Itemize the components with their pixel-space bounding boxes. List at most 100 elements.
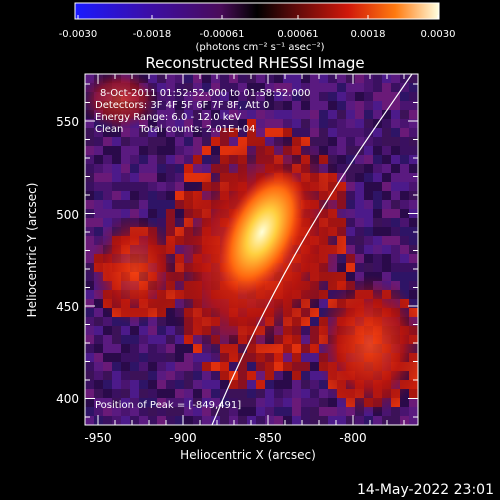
- image-pixel: [265, 371, 274, 380]
- image-pixel: [193, 362, 202, 371]
- peak-position-text: Position of Peak = [-849,491]: [95, 400, 241, 411]
- image-pixel: [184, 92, 193, 101]
- image-pixel: [139, 398, 148, 407]
- image-pixel: [139, 389, 148, 398]
- image-pixel: [121, 335, 130, 344]
- image-pixel: [319, 380, 328, 389]
- image-pixel: [85, 308, 94, 317]
- image-pixel: [409, 146, 418, 155]
- image-pixel: [409, 416, 418, 425]
- image-pixel: [391, 101, 400, 110]
- image-pixel: [130, 326, 139, 335]
- image-pixel: [85, 236, 94, 245]
- image-pixel: [166, 371, 175, 380]
- image-pixel: [184, 83, 193, 92]
- image-pixel: [364, 236, 373, 245]
- image-pixel: [301, 83, 310, 92]
- image-pixel: [175, 191, 184, 200]
- image-pixel: [400, 236, 409, 245]
- image-pixel: [94, 164, 103, 173]
- image-pixel: [355, 191, 364, 200]
- image-pixel: [247, 371, 256, 380]
- image-pixel: [184, 416, 193, 425]
- image-pixel: [310, 83, 319, 92]
- image-pixel: [238, 128, 247, 137]
- image-pixel: [256, 101, 265, 110]
- image-pixel: [202, 146, 211, 155]
- image-pixel: [283, 398, 292, 407]
- image-pixel: [373, 164, 382, 173]
- image-pixel: [355, 155, 364, 164]
- detectors-text: Detectors: 3F 4F 5F 6F 7F 8F, Att 0: [95, 100, 269, 111]
- image-pixel: [400, 137, 409, 146]
- image-pixel: [409, 128, 418, 137]
- image-pixel: [319, 83, 328, 92]
- image-pixel: [391, 245, 400, 254]
- image-pixel: [229, 362, 238, 371]
- image-pixel: [373, 128, 382, 137]
- image-pixel: [130, 200, 139, 209]
- image-pixel: [337, 119, 346, 128]
- image-pixel: [382, 83, 391, 92]
- image-pixel: [157, 110, 166, 119]
- image-pixel: [256, 407, 265, 416]
- image-pixel: [382, 173, 391, 182]
- image-pixel: [247, 128, 256, 137]
- image-pixel: [94, 371, 103, 380]
- image-pixel: [85, 263, 94, 272]
- image-pixel: [265, 92, 274, 101]
- image-pixel: [85, 119, 94, 128]
- image-pixel: [148, 353, 157, 362]
- image-pixel: [337, 416, 346, 425]
- image-pixel: [112, 380, 121, 389]
- image-pixel: [166, 92, 175, 101]
- image-pixel: [274, 380, 283, 389]
- image-pixel: [364, 182, 373, 191]
- image-pixel: [355, 254, 364, 263]
- image-pixel: [103, 128, 112, 137]
- image-pixel: [283, 380, 292, 389]
- image-pixel: [157, 101, 166, 110]
- image-pixel: [409, 407, 418, 416]
- image-pixel: [364, 110, 373, 119]
- image-pixel: [148, 389, 157, 398]
- image-pixel: [328, 110, 337, 119]
- image-pixel: [184, 191, 193, 200]
- image-pixel: [382, 218, 391, 227]
- image-pixel: [247, 119, 256, 128]
- image-pixel: [184, 380, 193, 389]
- image-pixel: [211, 407, 220, 416]
- image-pixel: [247, 398, 256, 407]
- image-pixel: [175, 83, 184, 92]
- image-pixel: [229, 407, 238, 416]
- image-pixel: [346, 74, 355, 83]
- image-pixel: [166, 353, 175, 362]
- image-pixel: [193, 353, 202, 362]
- image-pixel: [85, 362, 94, 371]
- image-pixel: [319, 110, 328, 119]
- image-pixel: [364, 155, 373, 164]
- image-pixel: [220, 389, 229, 398]
- image-pixel: [166, 416, 175, 425]
- image-pixel: [382, 155, 391, 164]
- image-pixel: [301, 380, 310, 389]
- axis-tick-marks: [85, 74, 418, 425]
- image-pixel: [292, 362, 301, 371]
- image-pixel: [229, 137, 238, 146]
- image-pixel: [175, 92, 184, 101]
- image-pixel: [337, 110, 346, 119]
- image-pixel: [400, 245, 409, 254]
- image-pixel: [247, 389, 256, 398]
- image-pixel: [166, 164, 175, 173]
- image-pixel: [85, 380, 94, 389]
- image-pixel: [175, 101, 184, 110]
- image-pixel: [166, 101, 175, 110]
- image-pixel: [391, 146, 400, 155]
- image-pixel: [391, 173, 400, 182]
- image-pixel: [346, 83, 355, 92]
- image-pixel: [148, 335, 157, 344]
- image-pixel: [211, 137, 220, 146]
- image-pixel: [328, 74, 337, 83]
- image-pixel: [85, 290, 94, 299]
- image-pixel: [274, 110, 283, 119]
